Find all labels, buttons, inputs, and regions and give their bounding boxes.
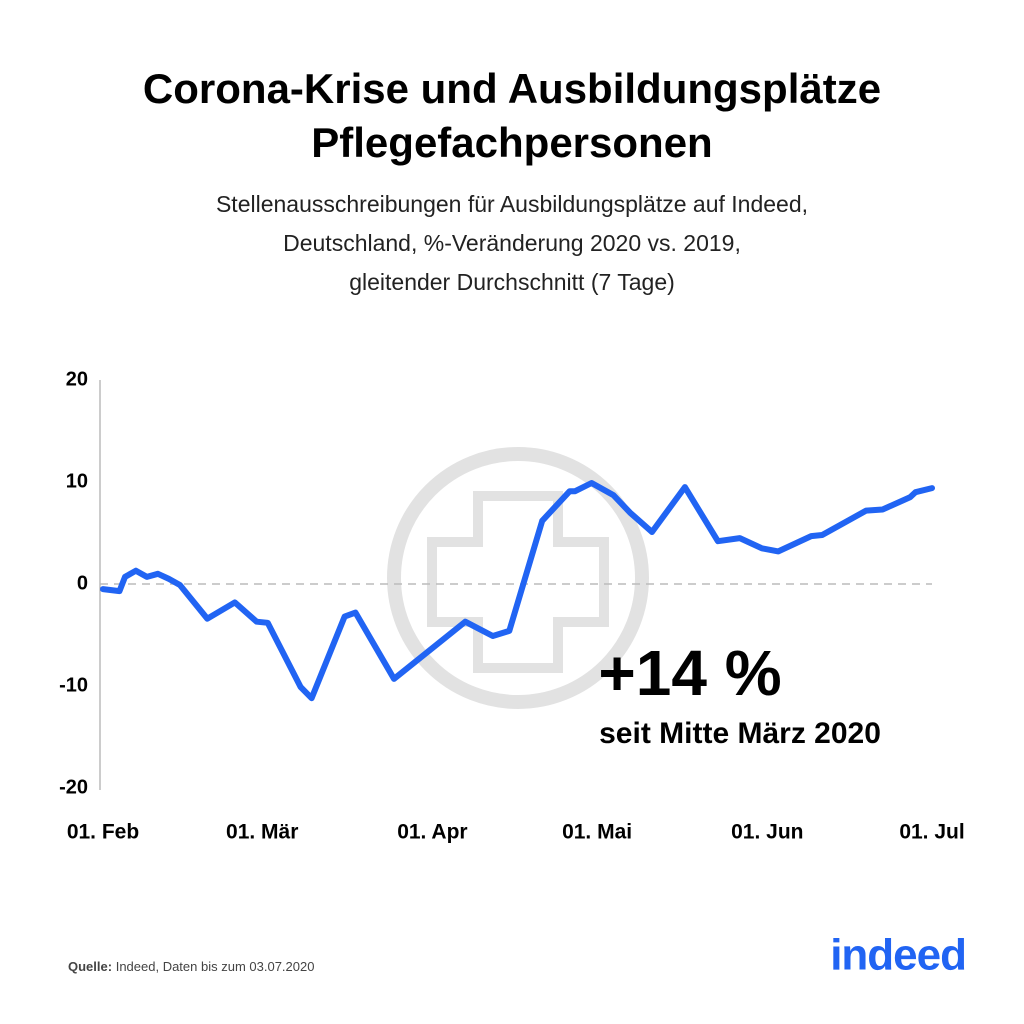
- x-tick-label: 01. Mär: [226, 821, 298, 844]
- x-tick-label: 01. Feb: [67, 821, 139, 844]
- logo: indeed: [830, 931, 966, 980]
- x-tick-label: 01. Jun: [731, 821, 803, 844]
- x-tick-label: 01. Mai: [562, 821, 632, 844]
- watermark-icon: [387, 447, 649, 709]
- x-tick-label: 01. Apr: [397, 821, 467, 844]
- source: Quelle: Indeed, Daten bis zum 03.07.2020: [68, 959, 314, 974]
- data-line: [100, 480, 935, 702]
- subtitle: Deutschland, %-Veränderung 2020 vs. 2019…: [283, 230, 741, 256]
- plot: 20 10 0 -10 -20 01. Feb 01. Mär 01. Apr 01. Mai 0…: [59, 368, 965, 843]
- chart-title: Corona-Krise und Ausbildungsplätze: [143, 65, 881, 112]
- y-tick-label: 20: [66, 368, 88, 390]
- subtitle: gleitender Durchschnitt (7 Tage): [349, 269, 675, 295]
- subtitle: Stellenausschreibungen für Ausbildungspl…: [216, 191, 808, 217]
- y-tick-label: -20: [59, 776, 88, 798]
- x-tick-label: 01. Jul: [899, 821, 964, 844]
- annotation-text: seit Mitte März 2020: [599, 717, 881, 750]
- chart-title: Pflegefachpersonen: [311, 119, 712, 166]
- annotation-value: +14 %: [598, 637, 781, 709]
- y-tick-label: 0: [77, 572, 88, 594]
- y-tick-label: -10: [59, 674, 88, 696]
- y-tick-label: 10: [66, 470, 88, 492]
- source-label: Quelle:: [68, 959, 112, 974]
- source-text: Indeed, Daten bis zum 03.07.2020: [116, 959, 315, 974]
